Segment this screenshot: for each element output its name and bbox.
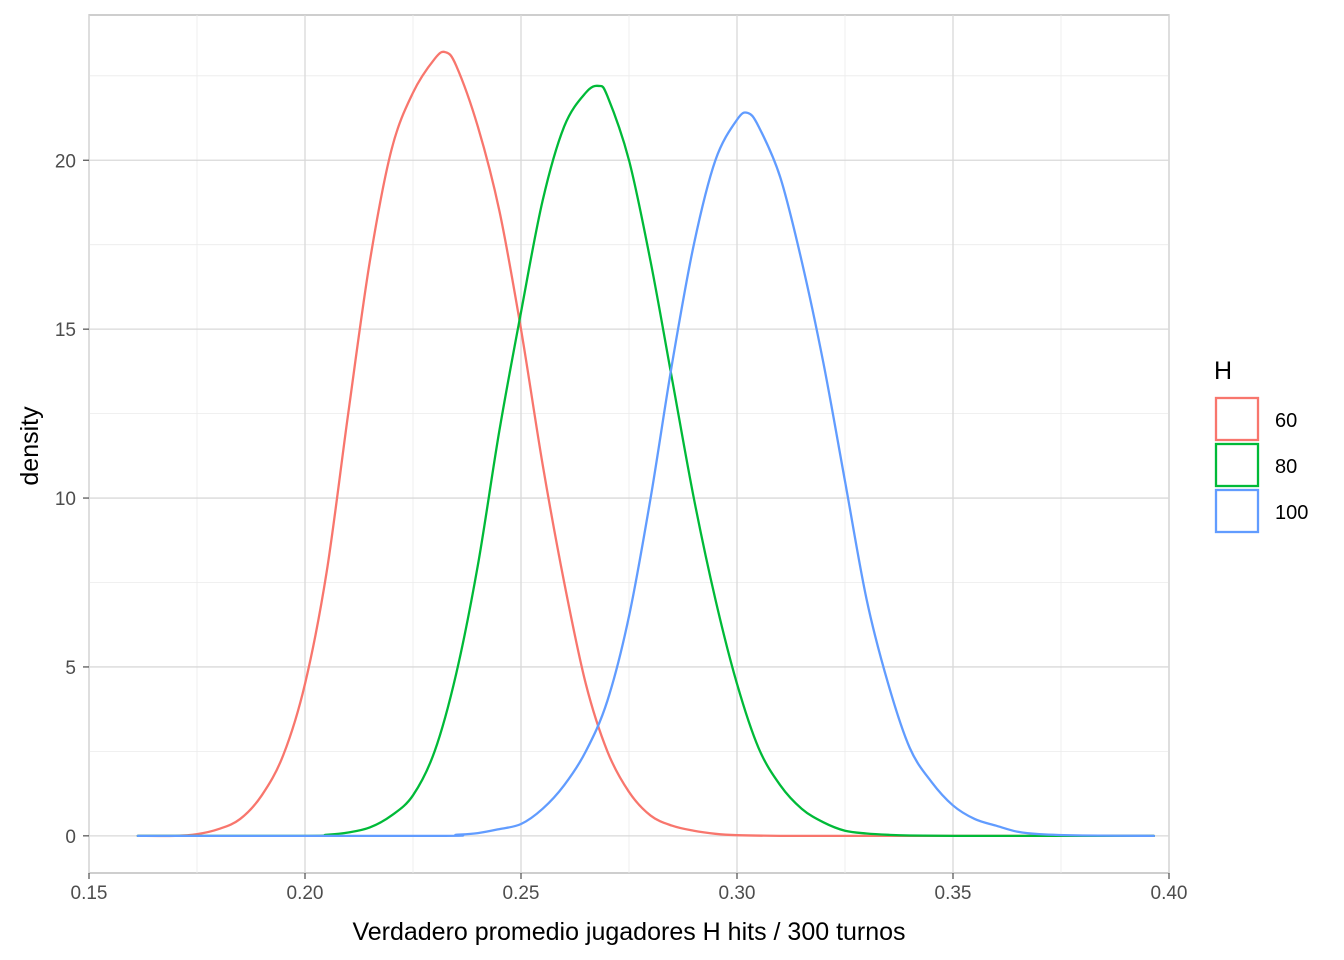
major-gridlines xyxy=(88,15,1170,873)
y-tick-label: 15 xyxy=(55,320,76,341)
y-tick-label: 0 xyxy=(65,827,76,848)
x-tick-label: 0.35 xyxy=(935,883,972,904)
y-axis-title: density xyxy=(16,406,44,486)
x-tick-label: 0.40 xyxy=(1151,883,1188,904)
y-tick-label: 20 xyxy=(55,151,76,172)
x-tick-label: 0.30 xyxy=(719,883,756,904)
x-tick-label: 0.25 xyxy=(503,883,540,904)
y-tick-label: 5 xyxy=(65,658,76,679)
legend-key-80 xyxy=(1214,442,1260,488)
x-axis-title: Verdadero promedio jugadores H hits / 30… xyxy=(352,918,905,946)
legend-items: 60 80 100 xyxy=(1214,396,1308,534)
legend-label-80: 80 xyxy=(1275,456,1297,478)
density-line-60 xyxy=(136,50,1156,838)
x-axis: 0.15 0.20 0.25 0.30 0.35 0.40 xyxy=(71,873,1188,904)
legend-key-60 xyxy=(1214,396,1260,442)
minor-gridlines xyxy=(89,15,1169,873)
legend-label-60: 60 xyxy=(1275,410,1297,432)
legend-title: H xyxy=(1214,357,1232,385)
density-curves xyxy=(136,50,1156,838)
y-tick-label: 10 xyxy=(55,489,76,510)
density-line-80 xyxy=(136,84,1156,838)
legend-label-100: 100 xyxy=(1275,502,1308,524)
x-tick-label: 0.15 xyxy=(71,883,108,904)
x-tick-label: 0.20 xyxy=(287,883,324,904)
legend-key-100 xyxy=(1214,488,1260,534)
y-axis: 0 5 10 15 20 xyxy=(55,151,89,848)
legend: H 60 80 100 xyxy=(1214,357,1308,534)
density-line-100 xyxy=(136,111,1156,838)
